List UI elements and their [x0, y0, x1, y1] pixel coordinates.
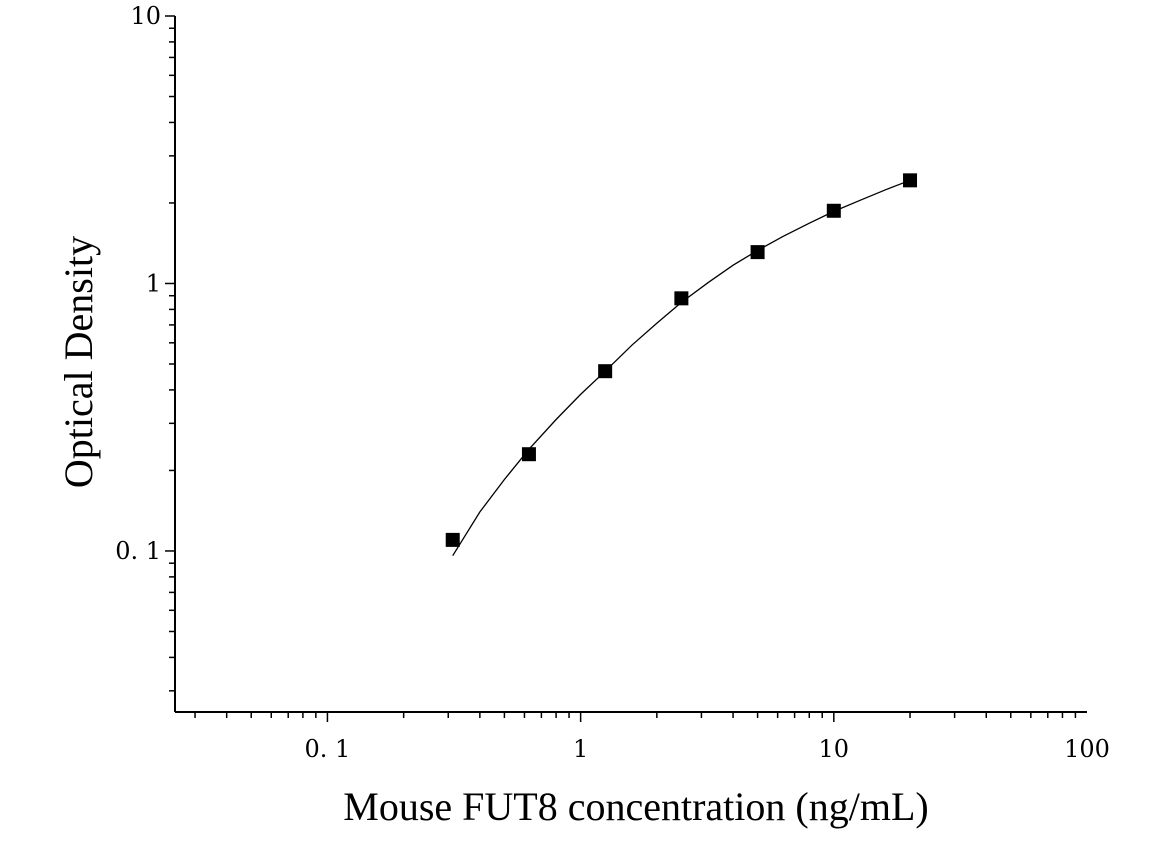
data-point — [750, 245, 765, 260]
data-point — [674, 291, 689, 306]
data-points — [445, 173, 918, 547]
axes: 0. 1 1 10 100 0. 1 1 10 — [115, 2, 1110, 763]
x-axis-title: Mouse FUT8 concentration (ng/mL) — [343, 784, 928, 829]
fit-curve — [452, 179, 911, 557]
x-tick-label: 1 — [573, 735, 588, 763]
y-tick-label: 1 — [146, 269, 161, 297]
data-point — [445, 532, 460, 547]
y-tick-label: 10 — [130, 2, 161, 30]
data-point — [521, 447, 536, 462]
y-tick-label: 0. 1 — [115, 537, 161, 565]
x-tick-label: 100 — [1064, 735, 1110, 763]
x-tick-label: 10 — [819, 735, 850, 763]
fit-curve-group — [452, 179, 911, 557]
data-point — [903, 173, 918, 188]
x-tick-label: 0. 1 — [305, 735, 351, 763]
y-axis-title: Optical Density — [56, 236, 101, 488]
data-point — [826, 203, 841, 218]
data-point — [598, 364, 613, 379]
